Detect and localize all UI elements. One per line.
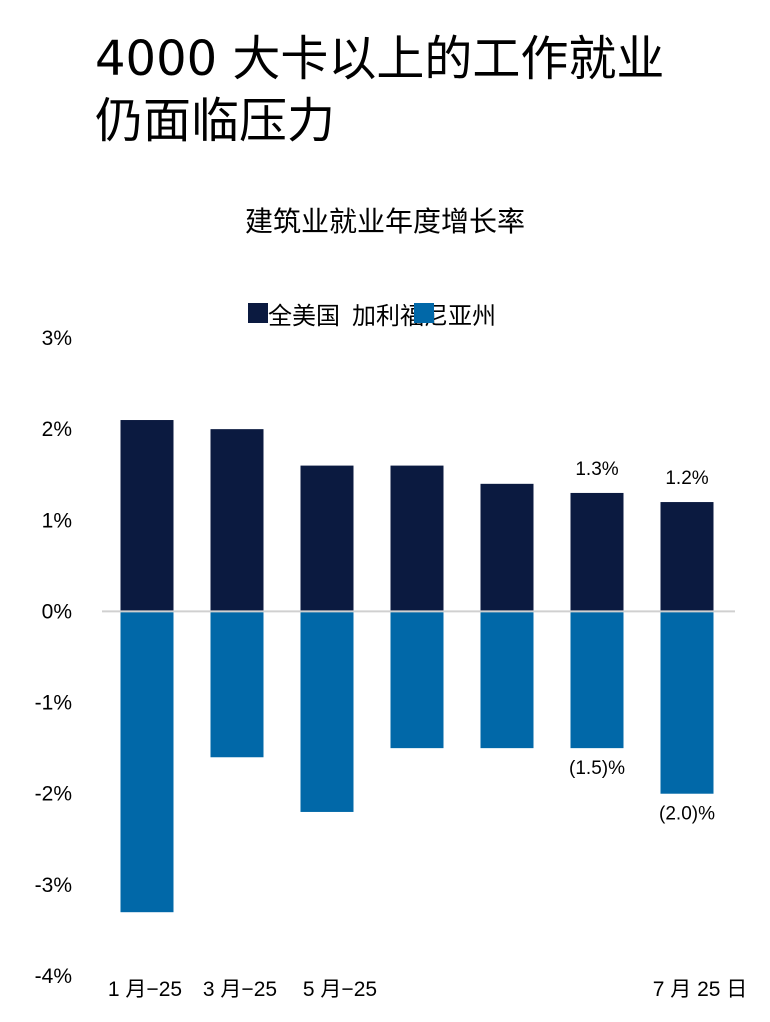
y-tick-label: 3% (42, 327, 72, 350)
x-tick-label: 5 月−25 (303, 978, 377, 1001)
data-label: (1.5)% (569, 758, 625, 779)
y-tick-label: -3% (35, 874, 72, 897)
bar-us (660, 502, 714, 612)
headline-line-1: 4000 大卡以上的工作就业 (95, 31, 665, 87)
bar-us (480, 483, 534, 612)
y-tick-label: -2% (35, 783, 72, 806)
bar-us (120, 420, 174, 612)
legend-swatch-ca (414, 303, 434, 323)
y-tick-label: 1% (42, 509, 72, 532)
bar-us (210, 429, 264, 612)
y-tick-label: -1% (35, 692, 72, 715)
bar-ca (660, 611, 714, 794)
y-tick-label: 0% (42, 600, 72, 623)
bar-ca (480, 611, 534, 749)
bar-ca (300, 611, 354, 812)
data-label: 1.2% (665, 468, 708, 489)
legend-label-us: 全美国 (268, 301, 340, 330)
bar-ca (570, 611, 624, 749)
data-label: 1.3% (575, 459, 618, 480)
x-tick-label: 3 月−25 (203, 978, 277, 1001)
y-tick-label: -4% (35, 965, 72, 988)
y-tick-label: 2% (42, 418, 72, 441)
legend-swatch-us (248, 303, 268, 323)
x-tick-label: 7 月 25 日 (653, 978, 748, 1001)
chart-legend: 全美国 加利福尼亚州 (248, 296, 496, 330)
bar-us (300, 465, 354, 612)
chart-title: 建筑业就业年度增长率 (244, 205, 525, 238)
bar-ca (120, 611, 174, 913)
headline-line-2: 仍面临压力 (95, 93, 336, 149)
bar-us (390, 465, 444, 612)
page-headline: 4000 大卡以上的工作就业 仍面临压力 (95, 28, 735, 152)
bar-ca (390, 611, 444, 749)
data-label: (2.0)% (659, 804, 715, 825)
bar-us (570, 492, 624, 612)
x-tick-label: 1 月−25 (108, 978, 182, 1001)
bar-ca (210, 611, 264, 758)
